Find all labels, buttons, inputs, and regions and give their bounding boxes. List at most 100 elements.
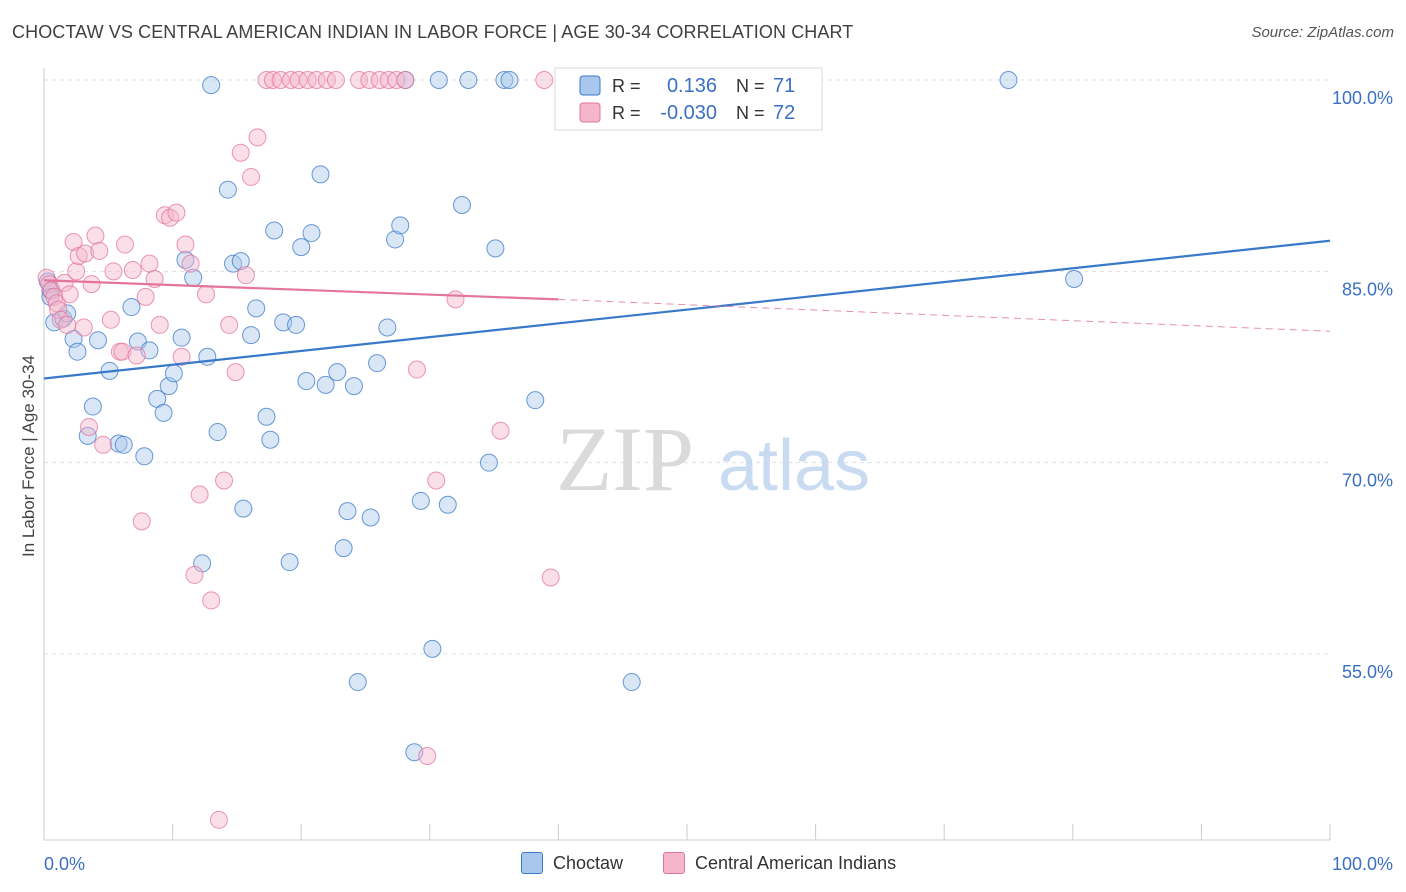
choctaw-point-61 <box>438 495 457 514</box>
choctaw-point-16 <box>135 447 154 466</box>
choctaw-point-26 <box>198 347 217 366</box>
choctaw-point-53 <box>378 318 397 337</box>
choctaw-point-42 <box>297 372 316 391</box>
choctaw-point-19 <box>154 403 173 422</box>
y-axis-label: In Labor Force | Age 30-34 <box>19 355 38 557</box>
choctaw-point-9 <box>83 397 102 416</box>
central-american-point-46 <box>231 143 250 162</box>
chart-title: CHOCTAW VS CENTRAL AMERICAN INDIAN IN LA… <box>12 22 854 42</box>
central-american-point-39 <box>190 485 209 504</box>
axes <box>43 68 1331 841</box>
central-american-point-28 <box>136 287 155 306</box>
choctaw-point-60 <box>429 71 448 89</box>
central-american-trend-extension <box>558 298 1331 332</box>
central-american-point-57 <box>317 71 336 89</box>
x-tick-label-100: 100.0% <box>1332 854 1393 874</box>
central-american-point-13 <box>74 318 93 337</box>
legend-n-value-2: 72 <box>773 102 795 124</box>
central-american-point-36 <box>176 235 195 254</box>
central-american-trend-line <box>43 279 559 301</box>
choctaw-point-46 <box>328 363 347 382</box>
choctaw-point-22 <box>172 328 191 347</box>
legend-n-value-1: 71 <box>773 75 795 97</box>
choctaw-point-63 <box>459 71 478 89</box>
y-tick-label-55: 55.0% <box>1342 662 1393 682</box>
central-american-point-70 <box>535 71 554 89</box>
choctaw-points <box>38 71 1084 762</box>
central-american-point-37 <box>181 254 200 273</box>
choctaw-point-44 <box>311 165 330 184</box>
legend-n-label-2: N = <box>736 103 765 123</box>
central-american-point-66 <box>418 747 437 766</box>
choctaw-point-48 <box>338 502 357 521</box>
central-american-point-65 <box>407 360 426 379</box>
central-american-point-10 <box>64 232 83 251</box>
legend-swatch-blue <box>579 75 601 96</box>
choctaw-point-33 <box>242 326 261 345</box>
central-american-point-64 <box>396 71 415 89</box>
legend-swatch-choctaw <box>521 852 543 874</box>
choctaw-point-62 <box>452 196 471 215</box>
central-american-point-50 <box>257 71 276 89</box>
central-american-point-9 <box>60 285 79 304</box>
legend-swatch-pink <box>579 102 601 123</box>
choctaw-point-36 <box>261 430 280 449</box>
legend-r-value-2: -0.030 <box>660 102 717 124</box>
central-american-point-34 <box>167 203 186 222</box>
central-american-point-16 <box>82 275 101 294</box>
choctaw-point-45 <box>316 375 335 394</box>
legend-item-choctaw: Choctaw <box>521 852 623 874</box>
central-american-point-27 <box>132 512 151 531</box>
central-american-point-43 <box>215 471 234 490</box>
central-american-point-69 <box>491 421 510 440</box>
central-american-point-35 <box>172 347 191 366</box>
x-tick-label-0: 0.0% <box>44 854 85 874</box>
central-american-point-15 <box>80 417 99 436</box>
choctaw-point-8 <box>78 426 97 445</box>
central-american-point-38 <box>185 565 204 584</box>
y-tick-label-70: 70.0% <box>1342 471 1393 491</box>
legend-r-label-1: R = <box>612 76 641 96</box>
choctaw-point-50 <box>348 673 367 692</box>
y-tick-label-85: 85.0% <box>1342 279 1393 299</box>
choctaw-point-59 <box>423 639 442 658</box>
choctaw-point-31 <box>231 252 250 271</box>
legend-r-label-2: R = <box>612 103 641 123</box>
choctaw-point-40 <box>287 315 306 334</box>
choctaw-point-66 <box>495 71 514 89</box>
central-american-point-42 <box>209 810 228 829</box>
choctaw-point-65 <box>486 239 505 258</box>
central-american-point-40 <box>197 285 216 304</box>
legend-r-value-1: 0.136 <box>667 75 717 97</box>
watermark-atlas: atlas <box>718 426 870 506</box>
choctaw-point-32 <box>234 499 253 518</box>
central-american-point-49 <box>248 128 267 147</box>
trend-lines <box>43 239 1331 380</box>
choctaw-point-70 <box>999 71 1018 89</box>
choctaw-point-21 <box>164 364 183 383</box>
choctaw-point-35 <box>257 407 276 426</box>
central-american-point-48 <box>242 167 261 186</box>
central-american-point-32 <box>155 206 174 225</box>
central-american-point-26 <box>127 346 146 365</box>
central-american-point-29 <box>140 254 159 273</box>
legend-swatch-central-american <box>663 852 685 874</box>
central-american-point-25 <box>123 261 142 280</box>
central-american-point-59 <box>350 71 369 89</box>
watermark-zip: ZIP <box>556 408 694 510</box>
choctaw-point-37 <box>265 221 284 240</box>
choctaw-point-69 <box>622 673 641 692</box>
legend-top: R = 0.136 N = 71 R = -0.030 N = 72 <box>554 67 823 131</box>
choctaw-point-68 <box>526 391 545 410</box>
central-american-point-14 <box>76 244 95 263</box>
central-american-point-7 <box>55 273 74 292</box>
choctaw-point-41 <box>292 238 311 257</box>
choctaw-point-7 <box>68 342 87 361</box>
choctaw-point-13 <box>114 435 133 454</box>
central-american-point-51 <box>263 71 282 89</box>
choctaw-point-39 <box>280 553 299 572</box>
choctaw-point-14 <box>122 298 141 317</box>
central-american-point-11 <box>67 262 86 281</box>
central-american-point-60 <box>360 71 379 89</box>
